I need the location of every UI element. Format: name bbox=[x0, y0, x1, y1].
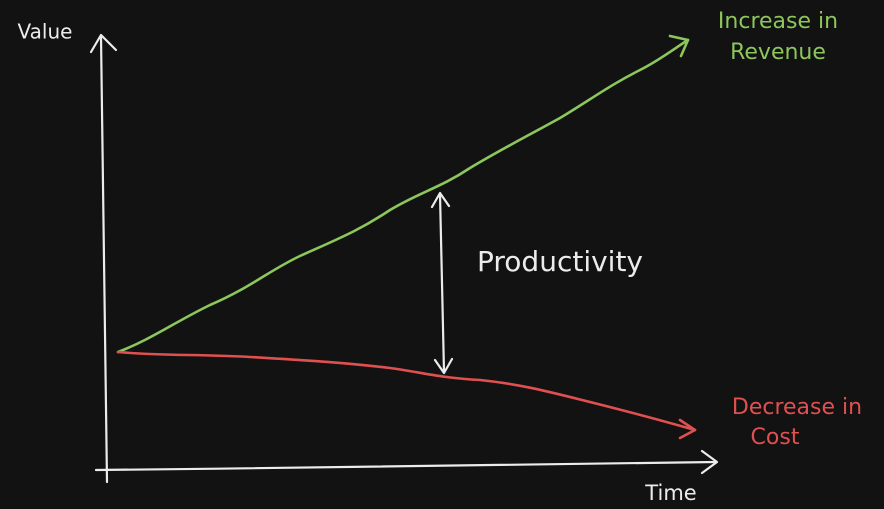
line-label: Cost bbox=[751, 425, 800, 450]
cost-line bbox=[116, 350, 697, 432]
x-axis-arrow bbox=[700, 449, 719, 475]
gap-arrow bbox=[438, 192, 446, 374]
gap-label: Productivity bbox=[477, 245, 643, 278]
x-axis bbox=[94, 460, 718, 472]
line-label: Increase in bbox=[718, 9, 838, 34]
line-label: Decrease in bbox=[732, 395, 862, 420]
cost-arrow bbox=[678, 418, 697, 440]
y-axis-label: Value bbox=[18, 20, 73, 44]
line-label: Revenue bbox=[730, 40, 826, 65]
revenue-arrow bbox=[668, 34, 690, 58]
x-axis-label: Time bbox=[644, 481, 696, 505]
y-axis-arrow bbox=[89, 33, 118, 54]
revenue-line bbox=[116, 38, 690, 354]
gap-arrow-heads bbox=[430, 191, 454, 375]
y-axis bbox=[99, 34, 109, 484]
